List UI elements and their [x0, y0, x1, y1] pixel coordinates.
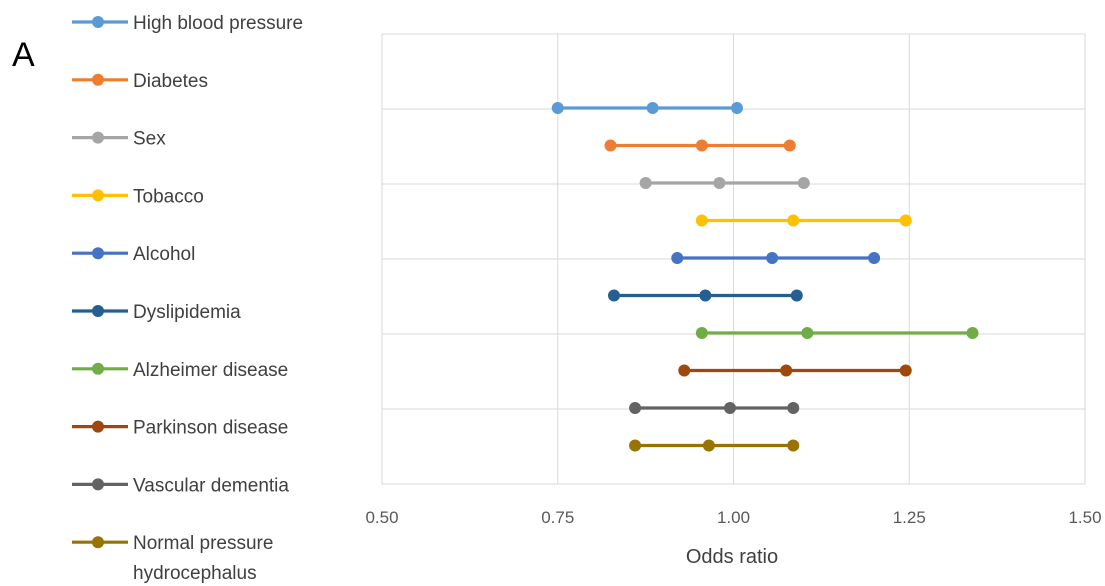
legend-item: Parkinson disease	[72, 418, 288, 439]
series-group	[551, 102, 979, 452]
data-point	[790, 289, 803, 302]
data-point	[787, 214, 800, 227]
series-6	[607, 289, 803, 302]
data-point	[731, 102, 744, 114]
legend-label: Dyslipidemia	[133, 302, 241, 323]
data-point	[639, 177, 652, 189]
legend-item: Tobacco	[72, 186, 204, 207]
data-point	[797, 177, 810, 189]
x-axis-title: Odds ratio	[686, 546, 778, 568]
x-tick-label: 1.00	[717, 508, 750, 527]
data-point	[695, 214, 708, 227]
legend-item: Dyslipidemia	[72, 302, 241, 323]
legend-item: Diabetes	[72, 71, 208, 92]
data-point	[801, 327, 814, 339]
data-point	[713, 177, 726, 189]
data-point	[868, 252, 881, 264]
legend-item: Alcohol	[72, 244, 195, 265]
data-point	[783, 139, 796, 152]
data-point	[787, 439, 800, 452]
series-10	[629, 439, 800, 452]
legend-item: Sex	[72, 129, 166, 150]
legend-swatch-marker	[92, 536, 104, 549]
legend-item: Alzheimer disease	[72, 360, 288, 381]
series-1	[551, 102, 744, 114]
data-point	[899, 214, 912, 227]
legend-label: High blood pressure	[133, 13, 303, 34]
data-point	[702, 439, 715, 452]
legend-swatch-marker	[92, 73, 104, 86]
legend-label: Alcohol	[133, 244, 195, 265]
legend-label: Normal pressure	[133, 533, 273, 554]
legend-item: Normal pressure hydrocephalus	[72, 533, 273, 584]
data-point	[604, 139, 617, 152]
series-8	[678, 364, 912, 377]
legend-label: Alzheimer disease	[133, 360, 288, 381]
legend-item: Vascular dementia	[72, 475, 289, 496]
data-point	[629, 402, 642, 414]
data-point	[766, 252, 779, 264]
panel-label: A	[12, 36, 35, 74]
series-2	[604, 139, 796, 152]
legend-label: Sex	[133, 129, 166, 150]
legend-label: hydrocephalus	[133, 563, 257, 584]
x-tick-label: 1.50	[1068, 508, 1101, 527]
data-point	[551, 102, 564, 114]
legend-swatch-marker	[92, 478, 104, 491]
legend-swatch-marker	[92, 189, 104, 202]
legend-swatch-marker	[92, 362, 104, 375]
legend-swatch-marker	[92, 131, 104, 144]
series-7	[695, 327, 979, 339]
data-point	[723, 402, 736, 414]
legend-item: High blood pressure	[72, 13, 303, 34]
series-3	[639, 177, 810, 189]
data-point	[678, 364, 691, 377]
x-tick-label: 0.75	[541, 508, 574, 527]
x-axis-tick-labels: 0.50 0.75 1.00 1.25 1.50	[365, 508, 1101, 527]
plot-area: 0.50 0.75 1.00 1.25 1.50	[365, 33, 1102, 527]
data-point	[695, 327, 708, 339]
series-5	[671, 252, 881, 264]
data-point	[699, 289, 712, 302]
legend-swatch-marker	[92, 420, 104, 433]
legend-label: Diabetes	[133, 71, 208, 92]
data-point	[646, 102, 659, 114]
legend-swatch-marker	[92, 305, 104, 317]
legend-swatch-marker	[92, 247, 104, 260]
data-point	[671, 252, 684, 264]
legend-label: Parkinson disease	[133, 418, 288, 439]
x-tick-label: 0.50	[365, 508, 398, 527]
legend-label: Tobacco	[133, 186, 204, 207]
x-tick-label: 1.25	[893, 508, 926, 527]
data-point	[607, 289, 620, 302]
series-4	[695, 214, 912, 227]
data-point	[899, 364, 912, 377]
legend-label: Vascular dementia	[133, 475, 289, 496]
data-point	[695, 139, 708, 152]
series-9	[629, 402, 800, 414]
legend: High blood pressure Diabetes Sex Tobacco Alc…	[72, 13, 303, 584]
legend-swatch-marker	[92, 16, 104, 28]
data-point	[780, 364, 793, 377]
data-point	[787, 402, 800, 414]
data-point	[966, 327, 979, 339]
data-point	[629, 439, 642, 452]
